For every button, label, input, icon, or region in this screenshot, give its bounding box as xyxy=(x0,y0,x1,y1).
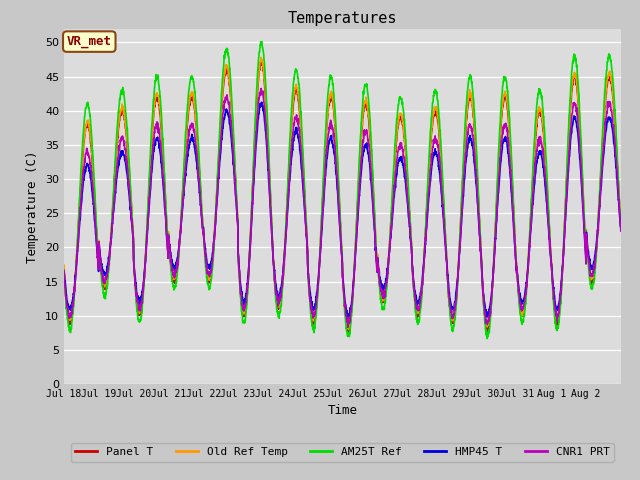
AM25T Ref xyxy=(511,223,518,228)
Line: Panel T: Panel T xyxy=(64,62,621,333)
HMP45 T xyxy=(236,275,244,281)
Line: HMP45 T: HMP45 T xyxy=(64,102,621,318)
HMP45 T xyxy=(258,99,266,105)
Old Ref Temp xyxy=(345,326,353,332)
Old Ref Temp xyxy=(511,224,518,230)
HMP45 T xyxy=(609,133,617,139)
Panel T xyxy=(258,59,266,65)
Panel T xyxy=(60,268,68,274)
CNR1 PRT xyxy=(60,268,68,274)
CNR1 PRT xyxy=(344,324,351,330)
X-axis label: Time: Time xyxy=(328,405,357,418)
Legend: Panel T, Old Ref Temp, AM25T Ref, HMP45 T, CNR1 PRT: Panel T, Old Ref Temp, AM25T Ref, HMP45 … xyxy=(70,443,614,462)
Line: Old Ref Temp: Old Ref Temp xyxy=(64,58,621,329)
Old Ref Temp xyxy=(376,284,384,289)
AM25T Ref xyxy=(236,283,244,288)
AM25T Ref xyxy=(116,96,124,102)
Text: VR_met: VR_met xyxy=(67,35,112,48)
HMP45 T xyxy=(60,270,68,276)
Old Ref Temp xyxy=(236,276,244,282)
AM25T Ref xyxy=(617,224,625,229)
CNR1 PRT xyxy=(257,85,265,91)
Old Ref Temp xyxy=(609,97,617,103)
AM25T Ref xyxy=(60,267,68,273)
AM25T Ref xyxy=(376,291,384,297)
AM25T Ref xyxy=(609,82,617,87)
Line: AM25T Ref: AM25T Ref xyxy=(64,42,621,338)
HMP45 T xyxy=(511,239,518,244)
AM25T Ref xyxy=(258,39,266,45)
Y-axis label: Temperature (C): Temperature (C) xyxy=(26,150,40,263)
CNR1 PRT xyxy=(511,232,518,238)
HMP45 T xyxy=(116,155,124,161)
Panel T xyxy=(116,118,124,124)
AM25T Ref xyxy=(542,152,550,157)
Old Ref Temp xyxy=(116,114,124,120)
Title: Temperatures: Temperatures xyxy=(287,11,397,26)
CNR1 PRT xyxy=(542,179,550,185)
AM25T Ref xyxy=(483,336,491,341)
Panel T xyxy=(236,278,244,284)
CNR1 PRT xyxy=(376,282,384,288)
HMP45 T xyxy=(376,279,384,285)
HMP45 T xyxy=(617,225,625,230)
Panel T xyxy=(609,100,617,106)
Old Ref Temp xyxy=(542,161,550,167)
CNR1 PRT xyxy=(116,144,124,150)
CNR1 PRT xyxy=(236,273,244,279)
Old Ref Temp xyxy=(60,262,68,268)
Old Ref Temp xyxy=(617,221,625,227)
CNR1 PRT xyxy=(617,228,625,234)
Line: CNR1 PRT: CNR1 PRT xyxy=(64,88,621,327)
Panel T xyxy=(483,330,491,336)
CNR1 PRT xyxy=(609,123,617,129)
Panel T xyxy=(617,225,625,231)
Panel T xyxy=(511,229,518,235)
HMP45 T xyxy=(344,315,351,321)
HMP45 T xyxy=(542,192,550,197)
Panel T xyxy=(376,285,384,291)
Old Ref Temp xyxy=(257,55,265,60)
Panel T xyxy=(542,164,550,169)
